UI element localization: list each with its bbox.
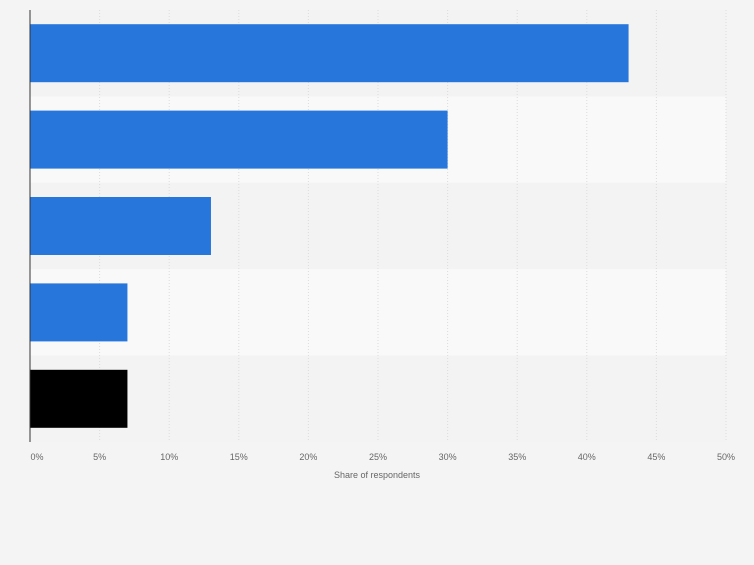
x-tick-label: 30% <box>439 452 457 462</box>
bar <box>30 24 629 83</box>
x-tick-label: 0% <box>30 452 43 462</box>
x-tick-label: 15% <box>230 452 248 462</box>
row-band <box>30 355 726 442</box>
x-axis-label: Share of respondents <box>334 470 421 480</box>
bar <box>30 283 128 342</box>
bar <box>30 369 128 428</box>
bars <box>30 24 629 428</box>
x-tick-label: 50% <box>717 452 735 462</box>
x-tick-label: 35% <box>508 452 526 462</box>
x-tick-label: 20% <box>299 452 317 462</box>
x-tick-label: 25% <box>369 452 387 462</box>
x-tick-label: 10% <box>160 452 178 462</box>
x-axis-ticks: 0% 5% 10% 15% 20% 25% 30% 35% 40% 45% 50% <box>30 452 735 462</box>
x-tick-label: 40% <box>578 452 596 462</box>
bar <box>30 110 448 169</box>
x-tick-label: 5% <box>93 452 106 462</box>
bar <box>30 197 211 255</box>
x-tick-label: 45% <box>647 452 665 462</box>
row-band <box>30 269 726 356</box>
